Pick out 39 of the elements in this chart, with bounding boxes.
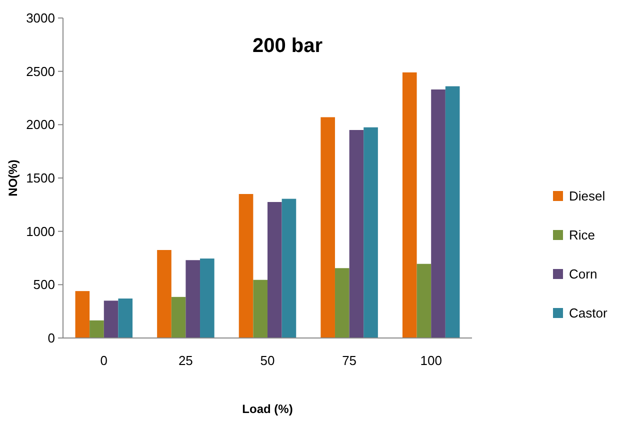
bar: [268, 202, 282, 338]
bar: [75, 291, 90, 338]
bar: [282, 198, 296, 338]
bar: [445, 86, 460, 338]
legend-label: Diesel: [569, 188, 606, 204]
x-tick-label: 100: [420, 353, 442, 368]
legend-label: Rice: [569, 228, 596, 243]
x-tick-label: 25: [178, 353, 193, 368]
x-tick-label: 75: [342, 353, 357, 368]
bar: [171, 296, 186, 338]
y-tick-label: 0: [48, 330, 55, 346]
y-tick-label: 3000: [26, 10, 55, 26]
bar: [320, 117, 335, 338]
bar: [253, 280, 268, 338]
bar: [200, 258, 214, 338]
bar: [402, 72, 417, 338]
bar: [186, 260, 200, 338]
legend-label: Castor: [569, 306, 608, 321]
y-tick-label: 2000: [26, 117, 55, 132]
y-tick-label: 1000: [26, 224, 55, 239]
text: 200 bar: [252, 35, 323, 57]
bar: [118, 298, 133, 338]
y-axis-title: NO(%): [6, 160, 20, 196]
y-tick-label: 1500: [26, 170, 55, 186]
bar: [349, 130, 364, 338]
bar: [431, 89, 446, 338]
bar: [416, 264, 432, 338]
bar: [104, 300, 118, 338]
bar: [364, 127, 378, 338]
legend-label: Corn: [569, 266, 598, 282]
bar: [334, 268, 350, 338]
bar: [157, 250, 172, 338]
bar: [238, 194, 254, 338]
x-axis-title: Load (%): [242, 402, 293, 416]
y-tick-label: 500: [33, 277, 55, 292]
bar: [90, 320, 104, 338]
y-tick-label: 2500: [26, 64, 55, 79]
x-tick-label: 0: [100, 353, 108, 368]
x-tick-label: 50: [260, 353, 275, 368]
